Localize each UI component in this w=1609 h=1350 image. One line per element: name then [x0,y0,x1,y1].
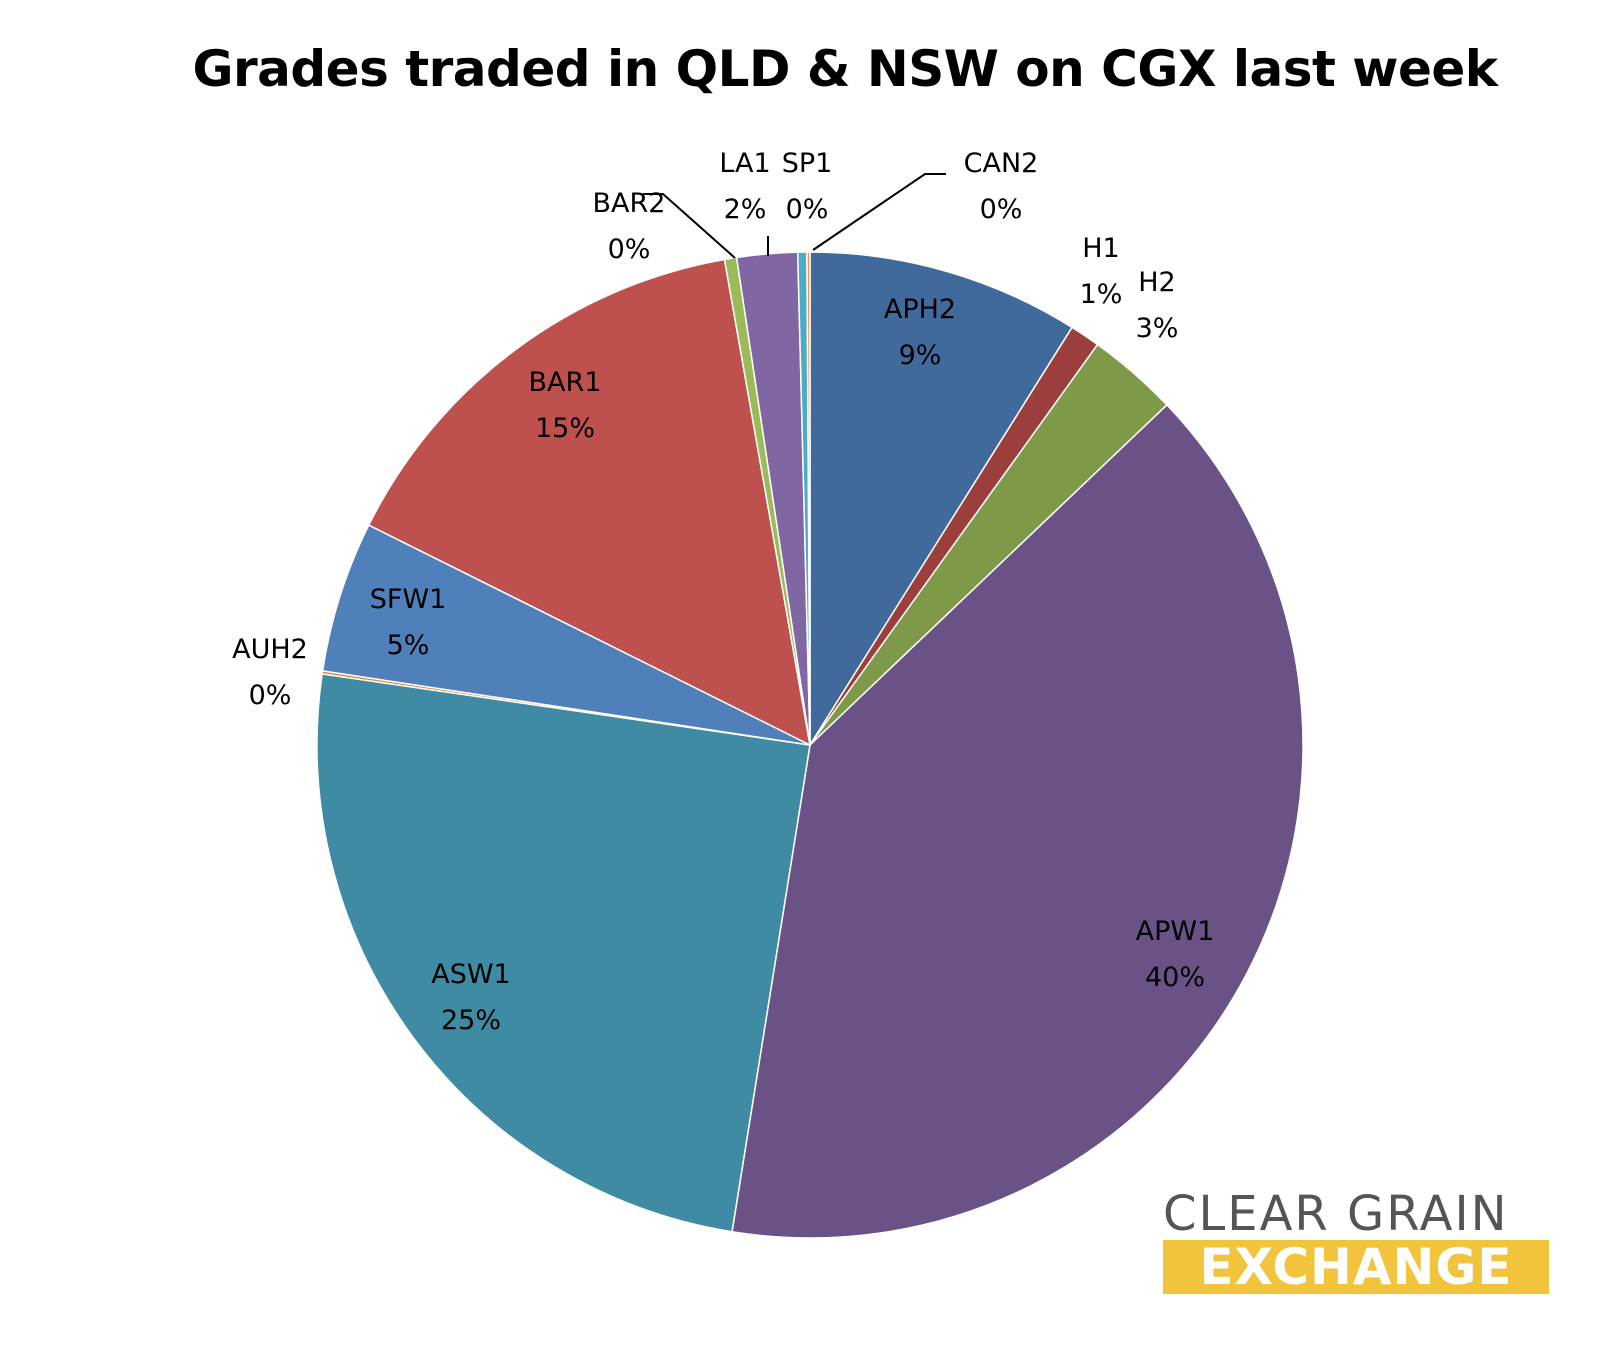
slice-label-h2: H2 [1138,267,1175,298]
pie-slice-apw1 [731,403,1304,1239]
chart-title: Grades traded in QLD & NSW on CGX last w… [192,40,1498,98]
slice-label-asw1: ASW1 [431,959,510,990]
slice-percent-can2: 0% [980,194,1023,225]
slice-percent-auh2: 0% [249,680,292,711]
leader-line-bar2 [643,193,736,259]
slice-percent-sfw1: 5% [387,630,430,661]
slice-percent-bar1: 15% [535,413,595,444]
slice-label-auh2: AUH2 [232,634,308,665]
slice-label-aph2: APH2 [884,294,956,325]
slice-percent-la1: 2% [724,194,767,225]
slice-label-bar1: BAR1 [529,367,602,398]
slice-label-can2: CAN2 [964,148,1039,179]
slice-label-bar2: BAR2 [593,188,666,219]
slice-label-la1: LA1 [719,148,770,179]
slice-label-h1: H1 [1082,233,1119,264]
slice-label-sp1: SP1 [782,148,833,179]
slice-percent-aph2: 9% [899,340,942,371]
leader-line-can2 [812,173,946,251]
slice-label-sfw1: SFW1 [370,584,447,615]
slice-percent-bar2: 0% [608,234,651,265]
clear-grain-exchange-logo: CLEAR GRAIN EXCHANGE [1163,1190,1553,1295]
pie-slice-asw1 [316,673,811,1233]
slice-percent-apw1: 40% [1145,962,1205,993]
logo-line2: EXCHANGE [1163,1240,1549,1294]
pie-slice-bar1 [367,258,811,747]
logo-line1: CLEAR GRAIN [1163,1186,1509,1242]
pie-slice-can2 [806,251,811,746]
slice-percent-sp1: 0% [786,194,829,225]
slice-percent-h2: 3% [1136,313,1179,344]
slice-percent-h1: 1% [1080,279,1123,310]
pie-slice-sfw1 [321,524,811,746]
slice-label-apw1: APW1 [1136,916,1215,947]
pie-slice-aph2 [809,251,1074,748]
slice-percent-asw1: 25% [441,1005,501,1036]
